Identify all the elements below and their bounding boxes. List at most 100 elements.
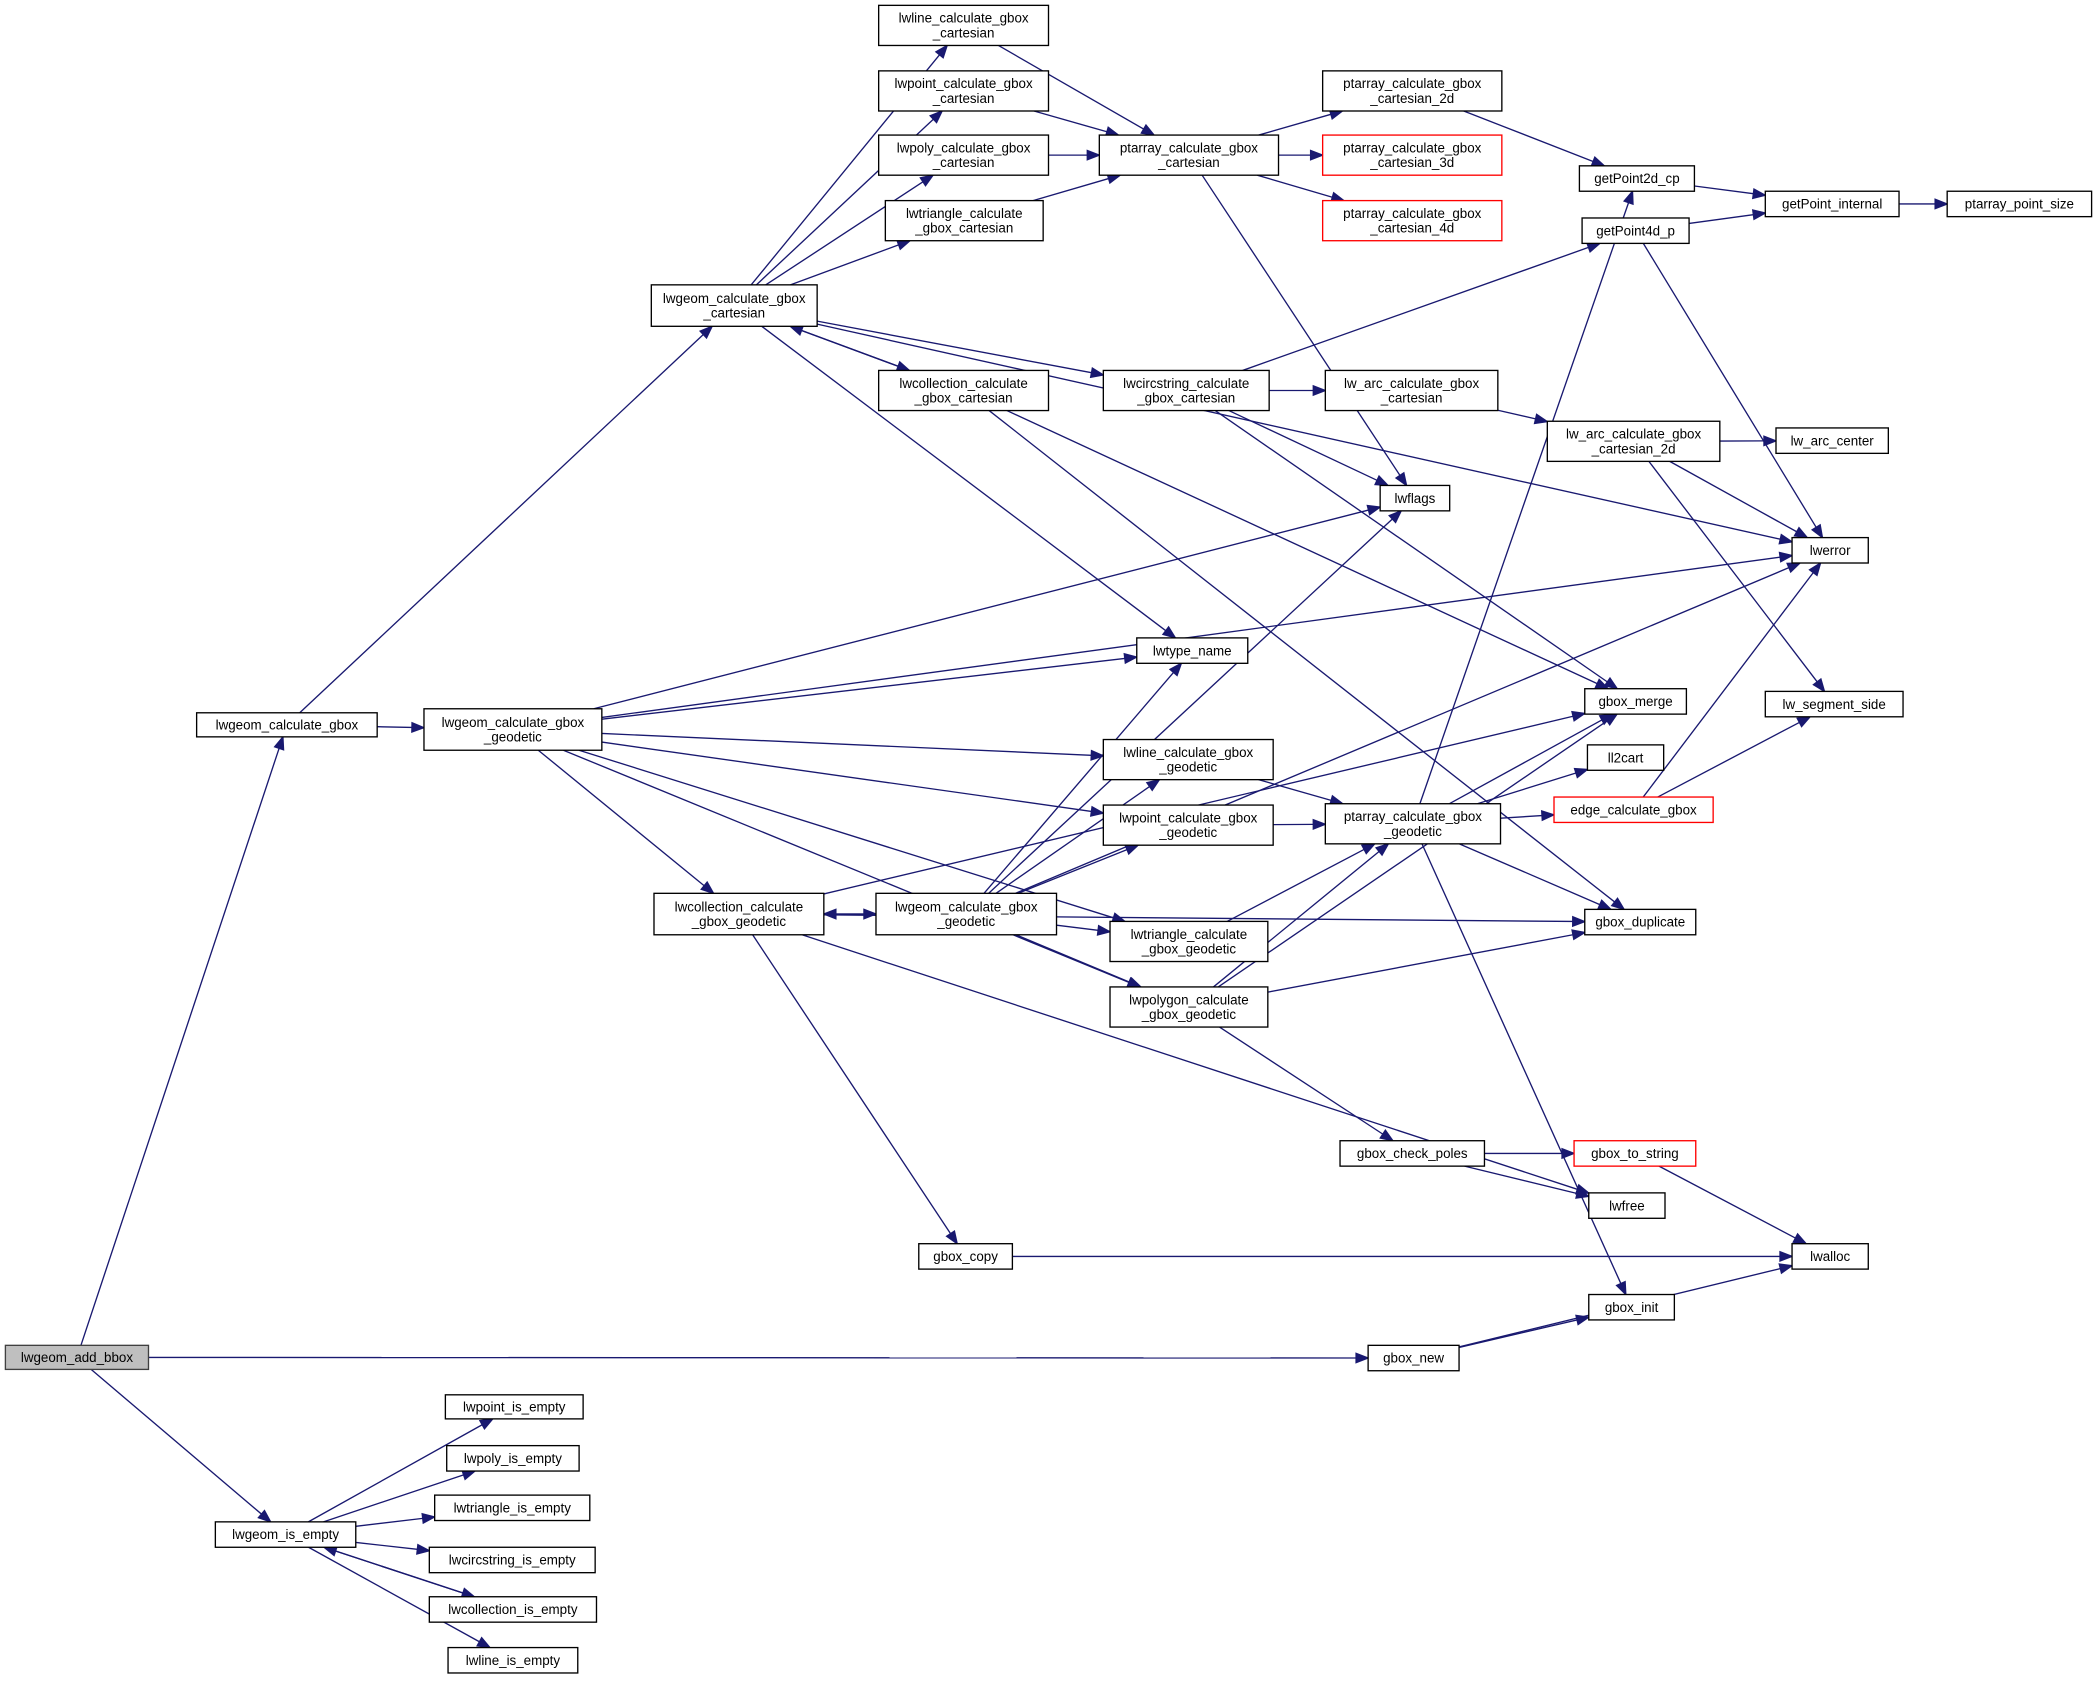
node-calc-gbox[interactable]: lwgeom_calculate_gbox	[195, 712, 378, 738]
node-geo[interactable]: lwgeom_calculate_gbox _geodetic	[423, 708, 603, 751]
node-label-line: lwerror	[1810, 543, 1851, 558]
node-lwerror[interactable]: lwerror	[1791, 536, 1869, 564]
edge-line	[1658, 1165, 1796, 1239]
node-lwpoint-geo[interactable]: lwpoint_calculate_gbox _geodetic	[1102, 804, 1274, 846]
node-lwfree[interactable]: lwfree	[1588, 1192, 1666, 1219]
node-add-bbox[interactable]: lwgeom_add_bbox	[4, 1344, 150, 1371]
node-lwpoint-cart[interactable]: lwpoint_calculate_gbox _cartesian	[877, 70, 1050, 112]
node-lwalloc[interactable]: lwalloc	[1791, 1243, 1869, 1270]
edge-line	[1477, 772, 1577, 805]
node-getPoint4d-p[interactable]: getPoint4d_p	[1581, 217, 1690, 245]
node-lwtriangle-is-empty[interactable]: lwtriangle_is_empty	[434, 1494, 591, 1522]
node-cart[interactable]: lwgeom_calculate_gbox _cartesian	[650, 284, 818, 327]
node-label: getPoint2d_cp	[1594, 171, 1679, 186]
arrowhead-icon	[945, 1229, 959, 1246]
node-gbox-copy[interactable]: gbox_copy	[918, 1243, 1014, 1270]
node-label: lwalloc	[1810, 1249, 1850, 1264]
edge-geo2-to-lwcollection_geo	[821, 908, 876, 920]
node-label-line: ll2cart	[1608, 750, 1644, 765]
node-ptarray-3d[interactable]: ptarray_calculate_gbox _cartesian_3d	[1321, 134, 1503, 176]
node-label: getPoint_internal	[1782, 197, 1882, 212]
node-geo2[interactable]: lwgeom_calculate_gbox _geodetic	[875, 892, 1058, 936]
node-box	[875, 892, 1058, 936]
arrowhead-icon	[1778, 533, 1794, 545]
node-lw-arc-cart[interactable]: lw_arc_calculate_gbox _cartesian	[1324, 369, 1499, 412]
edge-line	[377, 726, 412, 729]
node-label: lwpoint_calculate_gbox _geodetic	[1119, 810, 1257, 840]
node-edge-calc[interactable]: edge_calculate_gbox	[1553, 796, 1714, 824]
node-label: lwpoint_calculate_gbox _cartesian	[895, 76, 1033, 106]
node-label-line: lwtriangle_calculate	[906, 206, 1023, 221]
node-lwpolygon-geo[interactable]: lwpolygon_calculate _gbox_geodetic	[1109, 986, 1269, 1028]
edge-gbox_check_poles-to-gbox_to_string	[1484, 1147, 1576, 1160]
node-is-empty[interactable]: lwgeom_is_empty	[214, 1521, 357, 1548]
arrowhead-icon	[1366, 504, 1382, 516]
node-label: lwpoly_calculate_gbox _cartesian	[897, 140, 1031, 170]
node-gbox-check-poles[interactable]: gbox_check_poles	[1339, 1140, 1486, 1167]
edge-lwpolygon_geo-to-gbox_merge	[1217, 713, 1619, 988]
node-label-line: lwcollection_calculate	[675, 899, 803, 914]
node-box	[1584, 688, 1688, 715]
node-gbox-init[interactable]: gbox_init	[1588, 1293, 1676, 1321]
node-lwcircstring-is-empty[interactable]: lwcircstring_is_empty	[428, 1546, 596, 1574]
node-ll2cart[interactable]: ll2cart	[1586, 744, 1665, 771]
node-box	[653, 892, 825, 936]
edge-line	[90, 1368, 262, 1515]
node-label: ptarray_calculate_gbox _geodetic	[1344, 809, 1482, 839]
node-label-line: lwflags	[1395, 491, 1436, 506]
node-lw-segment-side[interactable]: lw_segment_side	[1764, 690, 1904, 718]
node-lwflags[interactable]: lwflags	[1379, 484, 1451, 512]
edge-geo2-to-lwtriangle_geo	[1056, 924, 1112, 936]
edge-line	[983, 672, 1175, 894]
node-lw-arc-2d[interactable]: lw_arc_calculate_gbox _cartesian_2d	[1546, 420, 1721, 463]
node-lwcollection-is-empty[interactable]: lwcollection_is_empty	[428, 1596, 598, 1623]
node-lwline-geo[interactable]: lwline_calculate_gbox _geodetic	[1102, 738, 1274, 781]
node-ptarray-2d[interactable]: ptarray_calculate_gbox _cartesian_2d	[1321, 70, 1503, 112]
arrowhead-icon	[1309, 149, 1325, 161]
edge-line	[537, 749, 705, 887]
node-ptarray-cart[interactable]: ptarray_calculate_gbox _cartesian	[1098, 134, 1280, 176]
node-label-line: ptarray_calculate_gbox	[1343, 76, 1481, 91]
node-gbox-merge[interactable]: gbox_merge	[1584, 688, 1688, 715]
node-lwpoly-is-empty[interactable]: lwpoly_is_empty	[446, 1444, 580, 1472]
node-lwcircstring-cart[interactable]: lwcircstring_calculate _gbox_cartesian	[1102, 369, 1270, 412]
node-label-line: lwpoint_calculate_gbox	[895, 76, 1033, 91]
node-lwtriangle-geo[interactable]: lwtriangle_calculate _gbox_geodetic	[1109, 920, 1269, 963]
node-box	[1581, 217, 1690, 245]
node-label: lw_arc_calculate_gbox _cartesian	[1344, 376, 1479, 406]
edge-line	[1464, 1165, 1578, 1195]
node-lwcollection-cart[interactable]: lwcollection_calculate _gbox_cartesian	[877, 369, 1050, 412]
node-lw-arc-center[interactable]: lw_arc_center	[1775, 427, 1889, 455]
node-ptarray-point-size[interactable]: ptarray_point_size	[1946, 190, 2093, 218]
node-lwline-is-empty[interactable]: lwline_is_empty	[447, 1646, 579, 1674]
edge-lwpolygon_geo-to-ptarray_geo	[1213, 842, 1390, 988]
arrowhead-icon	[1089, 367, 1106, 379]
node-lwcollection-geo[interactable]: lwcollection_calculate _gbox_geodetic	[653, 892, 825, 936]
arrowhead-icon	[1793, 526, 1809, 539]
node-label: lwline_calculate_gbox _cartesian	[899, 11, 1029, 41]
node-lwpoint-is-empty[interactable]: lwpoint_is_empty	[444, 1394, 584, 1420]
node-label: lwtriangle_calculate _gbox_cartesian	[906, 206, 1023, 236]
node-label-line: gbox_new	[1383, 1351, 1444, 1366]
node-lwpoly-cart[interactable]: lwpoly_calculate_gbox _cartesian	[877, 134, 1050, 176]
node-ptarray-4d[interactable]: ptarray_calculate_gbox _cartesian_4d	[1321, 199, 1503, 242]
node-gbox-duplicate[interactable]: gbox_duplicate	[1584, 908, 1697, 936]
arrowhead-icon	[1096, 924, 1112, 936]
node-lwtriangle-cart[interactable]: lwtriangle_calculate _gbox_cartesian	[884, 199, 1044, 242]
node-getPoint-internal[interactable]: getPoint_internal	[1764, 190, 1900, 218]
node-lwtype-name[interactable]: lwtype_name	[1136, 637, 1249, 664]
node-label-line: lwpoly_is_empty	[464, 1451, 562, 1466]
node-label-line: lwgeom_calculate_gbox	[442, 715, 585, 730]
edge-line	[299, 334, 704, 714]
arrowhead-icon	[788, 325, 805, 337]
node-label-line: lw_arc_calculate_gbox	[1566, 427, 1701, 442]
node-gbox-new[interactable]: gbox_new	[1367, 1344, 1460, 1372]
node-gbox-to-string[interactable]: gbox_to_string	[1573, 1140, 1697, 1167]
node-lwline-cart[interactable]: lwline_calculate_gbox _cartesian	[877, 4, 1050, 47]
arrowhead-icon	[1561, 1147, 1576, 1160]
node-getPoint2d-cp[interactable]: getPoint2d_cp	[1578, 165, 1696, 192]
node-box	[1324, 369, 1499, 412]
edge-line	[307, 1424, 483, 1523]
node-label-line: _geodetic	[936, 914, 995, 929]
node-ptarray-geo[interactable]: ptarray_calculate_gbox _geodetic	[1324, 803, 1502, 845]
